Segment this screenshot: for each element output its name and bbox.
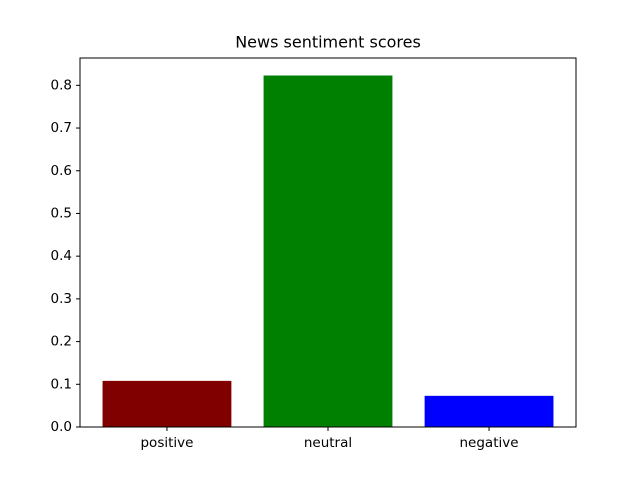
y-tick-label: 0.2 [51, 334, 72, 350]
x-tick-label: positive [140, 435, 193, 451]
bar [102, 380, 232, 427]
x-tick-label: negative [460, 435, 519, 451]
bar [263, 75, 393, 428]
y-tick-label: 0.4 [51, 248, 72, 264]
y-tick-label: 0.7 [51, 120, 72, 136]
y-tick-label: 0.8 [51, 77, 72, 93]
y-tick-label: 0.5 [51, 205, 72, 221]
chart-title: News sentiment scores [235, 33, 421, 52]
plot-frame [79, 57, 577, 428]
y-tick-label: 0.0 [51, 419, 72, 435]
y-tick-label: 0.6 [51, 163, 72, 179]
y-tick-label: 0.3 [51, 291, 72, 307]
y-tick-label: 0.1 [51, 376, 72, 392]
x-tick-label: neutral [304, 435, 352, 451]
bar [424, 395, 554, 427]
